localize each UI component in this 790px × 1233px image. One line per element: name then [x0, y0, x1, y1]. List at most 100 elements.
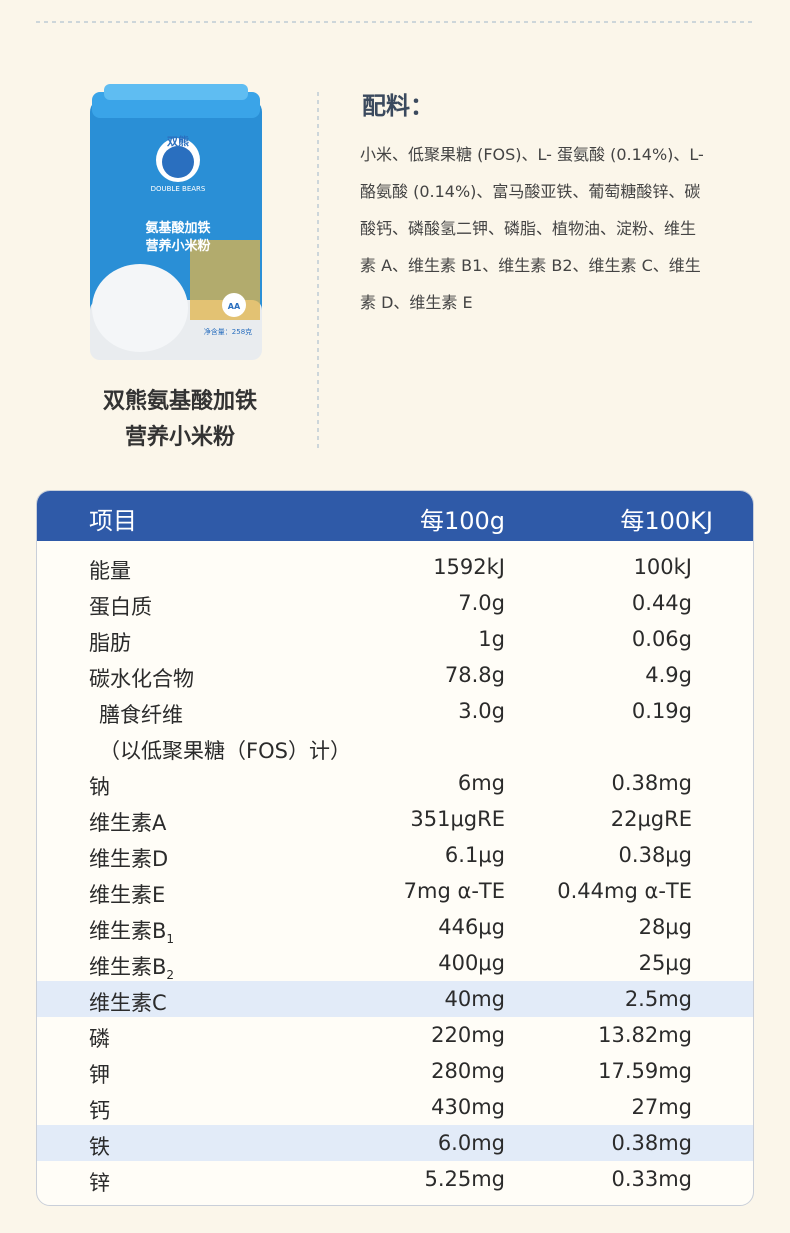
- value-100g: 430mg: [431, 1095, 505, 1119]
- table-row: 钙 430mg 27mg: [37, 1089, 753, 1125]
- value-100g: 446μg: [438, 915, 505, 939]
- value-100kj: 28μg: [638, 915, 692, 939]
- ingredients-line: 素 D、维生素 E: [360, 293, 473, 312]
- table-row: 蛋白质 7.0g 0.44g: [37, 585, 753, 621]
- value-100kj: 22μgRE: [610, 807, 692, 831]
- table-row: 碳水化合物 78.8g 4.9g: [37, 657, 753, 693]
- decor: 双熊 DOUBLE BEARS 氨基酸加铁 营养小米粉 AA 净含量：258克: [36, 21, 754, 450]
- ingredients-line: 酸钙、磷酸氢二钾、磷脂、植物油、淀粉、维生: [360, 219, 697, 238]
- table-row: 脂肪 1g 0.06g: [37, 621, 753, 657]
- nutrient-name: 维生素D: [89, 843, 168, 873]
- nutrient-label: 脂肪: [89, 631, 131, 655]
- product-name: 双熊氨基酸加铁 营养小米粉: [60, 384, 300, 456]
- table-row: 钠 6mg 0.38mg: [37, 765, 753, 801]
- table-header: 项目 每100g 每100KJ: [37, 491, 753, 541]
- product-name-line: 营养小米粉: [124, 425, 235, 450]
- nutrient-label: 维生素D: [89, 847, 169, 871]
- nutrient-name: 维生素B2: [89, 951, 174, 982]
- value-100g: 78.8g: [444, 663, 505, 687]
- value-100g: 7.0g: [458, 591, 505, 615]
- value-100kj: 0.33mg: [611, 1167, 692, 1191]
- ingredients-title: 配料：: [362, 92, 434, 120]
- nutrient-name: 膳食纤维: [99, 699, 183, 729]
- can-weight: 净含量：258克: [204, 327, 252, 336]
- ingredients: 小米、低聚果糖 (FOS)、L- 蛋氨酸 (0.14%)、L- 酪氨酸 (0.14…: [360, 136, 704, 321]
- header-cell: 每100KJ: [620, 507, 713, 535]
- nutrient-name: 铁: [89, 1131, 110, 1161]
- nutrient-label: 碳水化合物: [89, 667, 194, 691]
- value-100kj: 0.44g: [631, 591, 692, 615]
- value-100g: 280mg: [431, 1059, 505, 1083]
- value-100kj: 0.44mg α-TE: [557, 879, 692, 903]
- nutrient-label: 能量: [89, 559, 131, 583]
- value-100g: 220mg: [431, 1023, 505, 1047]
- value-100kj: 25μg: [638, 951, 692, 975]
- value-100g: 6mg: [457, 771, 505, 795]
- nutrient-name: 维生素E: [89, 879, 165, 909]
- nutrient-label: 维生素B: [89, 955, 167, 979]
- table-body: 能量 1592kJ 100kJ 蛋白质 7.0g 0.44g 脂肪 1g 0.06g 碳水化合物 7…: [37, 541, 753, 1197]
- value-100g: 3.0g: [458, 699, 505, 723]
- table-row: 维生素C 40mg 2.5mg: [37, 981, 753, 1017]
- subscript: 1: [166, 932, 175, 947]
- value-100g: 351μgRE: [410, 807, 505, 831]
- value-100kj: 0.19g: [631, 699, 692, 723]
- value-100g: 6.0mg: [437, 1131, 505, 1155]
- nutrition-table: 项目 每100g 每100KJ 能量 1592kJ 100kJ 蛋白质 7.0g 0.44…: [36, 490, 754, 1206]
- header-cell: 项目: [89, 507, 137, 535]
- ingredients-line: 小米、低聚果糖 (FOS)、L- 蛋氨酸 (0.14%)、L-: [360, 145, 704, 164]
- nutrient-name: 脂肪: [89, 627, 131, 657]
- nutrient-label: 锌: [89, 1171, 110, 1195]
- table-row: 膳食纤维 3.0g 0.19g: [37, 693, 753, 729]
- ingredients-line: 酪氨酸 (0.14%)、富马酸亚铁、葡萄糖酸锌、碳: [360, 182, 701, 201]
- table-row: 磷 220mg 13.82mg: [37, 1017, 753, 1053]
- can-line: 营养小米粉: [145, 238, 210, 254]
- value-100kj: 4.9g: [645, 663, 692, 687]
- nutrient-note: （以低聚果糖（FOS）计）: [99, 739, 351, 763]
- value-100kj: 27mg: [631, 1095, 692, 1119]
- value-100kj: 2.5mg: [624, 987, 692, 1011]
- can-brand: 双熊: [167, 134, 189, 148]
- value-100g: 40mg: [444, 987, 505, 1011]
- value-100g: 6.1μg: [444, 843, 505, 867]
- table-row: 铁 6.0mg 0.38mg: [37, 1125, 753, 1161]
- nutrient-label: 维生素E: [89, 883, 166, 907]
- nutrient-label: 膳食纤维: [99, 703, 183, 727]
- nutrient-name: 钾: [89, 1059, 110, 1089]
- nutrient-label: 维生素C: [89, 991, 167, 1015]
- nutrient-name: 锌: [89, 1167, 110, 1197]
- subscript: 2: [166, 968, 175, 983]
- value-100g: 1592kJ: [433, 555, 505, 579]
- nutrient-name: 钠: [89, 771, 110, 801]
- nutrient-name: 能量: [89, 555, 131, 585]
- nutrient-label: 钠: [89, 775, 110, 799]
- header-cell: 每100g: [419, 507, 505, 535]
- table-row: 维生素B1 446μg 28μg: [37, 909, 753, 947]
- product-name-line: 双熊氨基酸加铁: [102, 389, 257, 414]
- nutrient-name: 碳水化合物: [89, 663, 194, 693]
- nutrient-label: 钾: [89, 1063, 110, 1087]
- nutrient-label: 维生素A: [89, 811, 167, 835]
- value-100kj: 0.38μg: [618, 843, 692, 867]
- nutrient-label: 铁: [89, 1135, 110, 1159]
- nutrient-name: 钙: [89, 1095, 110, 1125]
- value-100g: 5.25mg: [424, 1167, 505, 1191]
- nutrient-name: 维生素C: [89, 987, 167, 1017]
- value-100g: 7mg α-TE: [403, 879, 505, 903]
- table-row: 钾 280mg 17.59mg: [37, 1053, 753, 1089]
- value-100kj: 17.59mg: [598, 1059, 692, 1083]
- can-line: 氨基酸加铁: [144, 220, 210, 236]
- table-row: 维生素A 351μgRE 22μgRE: [37, 801, 753, 837]
- value-100g: 1g: [478, 627, 505, 651]
- table-row: 维生素D 6.1μg 0.38μg: [37, 837, 753, 873]
- ingredients-line: 素 A、维生素 B1、维生素 B2、维生素 C、维生: [360, 256, 701, 275]
- value-100kj: 13.82mg: [598, 1023, 692, 1047]
- value-100g: 400μg: [438, 951, 505, 975]
- table-row: 能量 1592kJ 100kJ: [37, 549, 753, 585]
- value-100kj: 0.38mg: [611, 1131, 692, 1155]
- value-100kj: 0.38mg: [611, 771, 692, 795]
- can-badge: AA: [228, 302, 241, 311]
- table-row: 维生素B2 400μg 25μg: [37, 945, 753, 982]
- value-100kj: 0.06g: [631, 627, 692, 651]
